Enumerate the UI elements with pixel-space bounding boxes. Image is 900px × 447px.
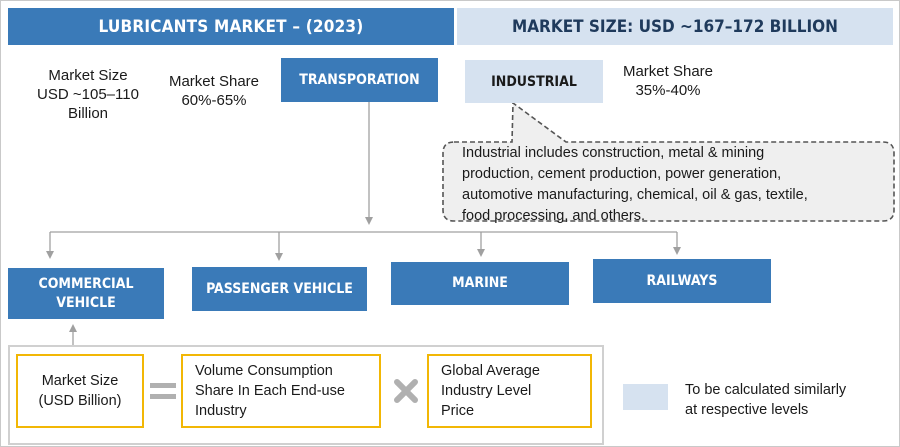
callout-line1: Industrial includes construction, metal … bbox=[462, 145, 765, 161]
formula-volume-line1: Volume Consumption bbox=[195, 363, 333, 379]
transport-size-line3: Billion bbox=[67, 105, 109, 122]
header-market-size: MARKET SIZE: USD ~167–172 BILLION bbox=[457, 8, 893, 45]
formula-price-line1: Global Average bbox=[441, 363, 540, 379]
industrial-callout-bubble bbox=[442, 101, 895, 222]
transport-share-line1: Market Share bbox=[168, 73, 260, 90]
commercial-line2: VEHICLE bbox=[56, 294, 116, 311]
transport-size-line1: Market Size bbox=[48, 67, 128, 84]
commercial-line1: COMMERCIAL bbox=[38, 275, 134, 292]
formula-market-size-box: Market Size (USD Billion) bbox=[16, 354, 144, 428]
industrial-label: INDUSTRIAL bbox=[491, 73, 577, 90]
transport-market-size: Market Size USD ~105–110 Billion bbox=[23, 66, 153, 123]
industrial-share-line2: 35%-40% bbox=[635, 82, 701, 99]
header-title: LUBRICANTS MARKET – (2023) bbox=[8, 8, 454, 45]
industrial-share-line1: Market Share bbox=[622, 63, 714, 80]
formula-size-line2: (USD Billion) bbox=[38, 393, 122, 409]
callout-line2: production, cement production, power gen… bbox=[462, 166, 782, 182]
formula-volume-line3: Industry bbox=[195, 403, 247, 419]
formula-price-box: Global Average Industry Level Price bbox=[427, 354, 592, 428]
equals-icon bbox=[150, 383, 176, 399]
legend-line2: at respective levels bbox=[685, 402, 809, 418]
railways-box: RAILWAYS bbox=[593, 259, 771, 303]
transport-share-line2: 60%-65% bbox=[181, 92, 247, 109]
callout-line3: automotive manufacturing, chemical, oil … bbox=[462, 187, 808, 203]
marine-label: MARINE bbox=[452, 275, 508, 291]
passenger-label: PASSENGER VEHICLE bbox=[206, 280, 353, 297]
legend-text: To be calculated similarly at respective… bbox=[685, 380, 846, 420]
formula-volume-line2: Share In Each End-use bbox=[195, 383, 345, 399]
formula-size-line1: Market Size bbox=[41, 373, 119, 389]
legend-swatch bbox=[623, 384, 668, 410]
transport-market-share: Market Share 60%-65% bbox=[158, 72, 270, 110]
passenger-vehicle-box: PASSENGER VEHICLE bbox=[192, 267, 367, 311]
transportation-box: TRANSPORATION bbox=[281, 58, 438, 102]
industrial-box: INDUSTRIAL bbox=[465, 60, 603, 103]
formula-price-line3: Price bbox=[441, 403, 475, 419]
formula-price-line2: Industry Level bbox=[441, 383, 532, 399]
legend-line1: To be calculated similarly bbox=[685, 382, 847, 398]
commercial-vehicle-box: COMMERCIAL VEHICLE bbox=[8, 268, 164, 319]
formula-volume-box: Volume Consumption Share In Each End-use… bbox=[181, 354, 381, 428]
industrial-market-share: Market Share 35%-40% bbox=[612, 62, 724, 100]
railways-label: RAILWAYS bbox=[646, 272, 718, 289]
transport-size-line2: USD ~105–110 bbox=[37, 86, 139, 103]
marine-box: MARINE bbox=[391, 262, 569, 305]
multiply-icon bbox=[394, 379, 418, 403]
transportation-label: TRANSPORATION bbox=[299, 71, 420, 88]
callout-line4: food processing, and others. bbox=[462, 208, 645, 224]
industrial-callout-text: Industrial includes construction, metal … bbox=[462, 143, 892, 227]
